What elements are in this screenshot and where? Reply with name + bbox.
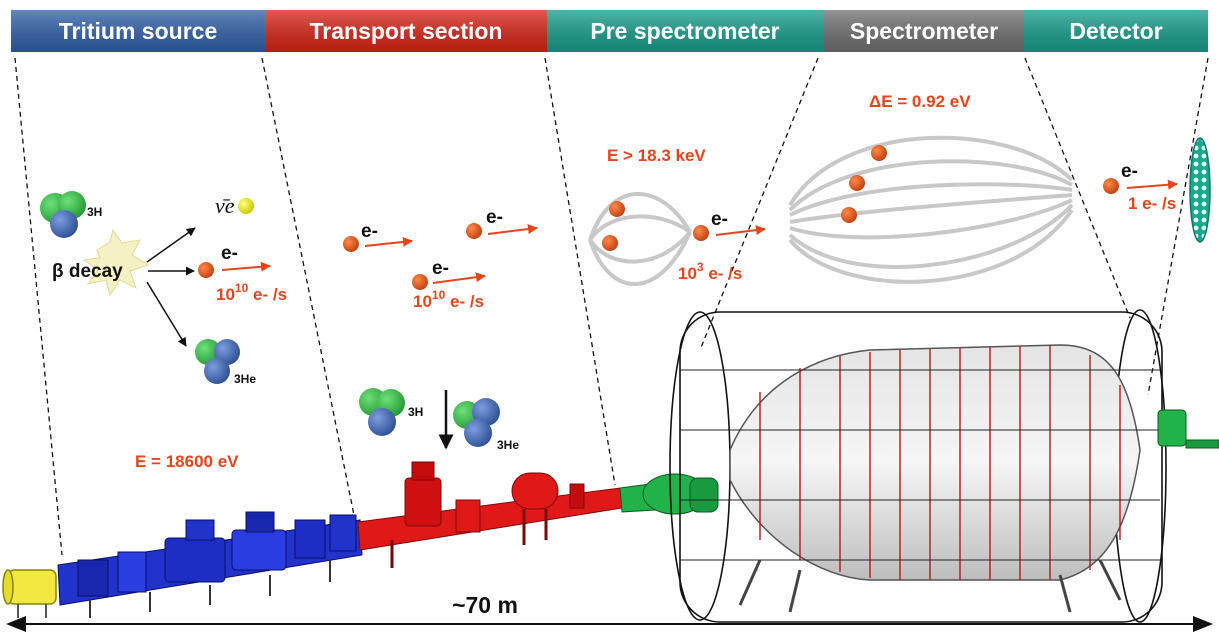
prespec-rate: 103 e- /s — [678, 260, 742, 283]
neutrino-label: ν̄e — [215, 193, 235, 218]
section-header-bar: Tritium source Transport section Pre spe… — [11, 10, 1208, 52]
rear-section — [2, 569, 57, 618]
prespec-vessel — [619, 473, 719, 515]
prespec-electrons — [602, 201, 709, 251]
tritium-atom — [40, 191, 86, 238]
tritium-label: 3H — [87, 205, 102, 219]
source-electron — [198, 262, 214, 278]
decay-label: β decay — [52, 261, 123, 282]
scale-arrow — [6, 616, 1213, 632]
prespec-threshold: E > 18.3 keV — [607, 146, 706, 165]
neutrino-particle — [238, 198, 254, 214]
tab-detector-label: Detector — [1069, 18, 1162, 44]
prespec-field-lines — [588, 192, 692, 286]
projection-lines — [14, 57, 1209, 556]
detector-hardware — [1157, 409, 1219, 449]
prespec-electron-arrow — [715, 225, 766, 236]
spectrometer-field-lines — [788, 135, 1074, 284]
transport-helium-label: 3He — [497, 438, 519, 452]
scale-label: ~70 m — [452, 592, 518, 618]
main-spectrometer — [669, 309, 1167, 623]
decay-arrows — [146, 227, 196, 347]
spectrometer-air-coil-front — [669, 311, 731, 621]
detector-electron-label: e- — [1121, 161, 1138, 182]
source-electron-label: e- — [221, 243, 238, 264]
prespec-electron-label: e- — [711, 209, 728, 230]
detector-rate: 1 e- /s — [1128, 194, 1176, 213]
transport-tritium-label: 3H — [408, 405, 423, 419]
tab-transport-section-label: Transport section — [310, 18, 503, 44]
detector-electron — [1103, 178, 1119, 194]
transport-helium-atom — [453, 398, 500, 447]
helium-atom — [195, 339, 240, 384]
spectrometer-resolution: ΔE = 0.92 eV — [869, 92, 971, 111]
source-energy: E = 18600 eV — [135, 452, 239, 471]
helium-label: 3He — [234, 372, 256, 386]
transport-rate: 1010 e- /s — [413, 288, 484, 311]
tab-spectrometer: Spectrometer — [824, 10, 1024, 52]
tab-detector: Detector — [1024, 10, 1208, 52]
svg-text:e-: e- — [486, 207, 503, 228]
tab-tritium-source-label: Tritium source — [59, 18, 217, 44]
tab-spectrometer-label: Spectrometer — [850, 18, 998, 44]
tab-tritium-source: Tritium source — [11, 10, 266, 52]
spectrometer-electrons — [841, 145, 887, 223]
source-beamline — [57, 511, 363, 618]
source-electron-arrow — [221, 261, 271, 272]
transport-electrons: e- e- e- — [343, 207, 538, 290]
svg-text:e-: e- — [361, 221, 378, 242]
transport-tritium-atom — [359, 388, 405, 436]
source-rate: 1010 e- /s — [216, 281, 287, 304]
decay-burst — [82, 228, 150, 297]
tab-transport-section: Transport section — [266, 10, 547, 52]
detector-wafer — [1189, 137, 1211, 243]
tab-pre-spectrometer-label: Pre spectrometer — [590, 18, 779, 44]
transport-beamline — [357, 461, 623, 568]
detector-electron-arrow — [1126, 179, 1178, 190]
svg-text:e-: e- — [432, 258, 449, 279]
tab-pre-spectrometer: Pre spectrometer — [547, 10, 824, 52]
